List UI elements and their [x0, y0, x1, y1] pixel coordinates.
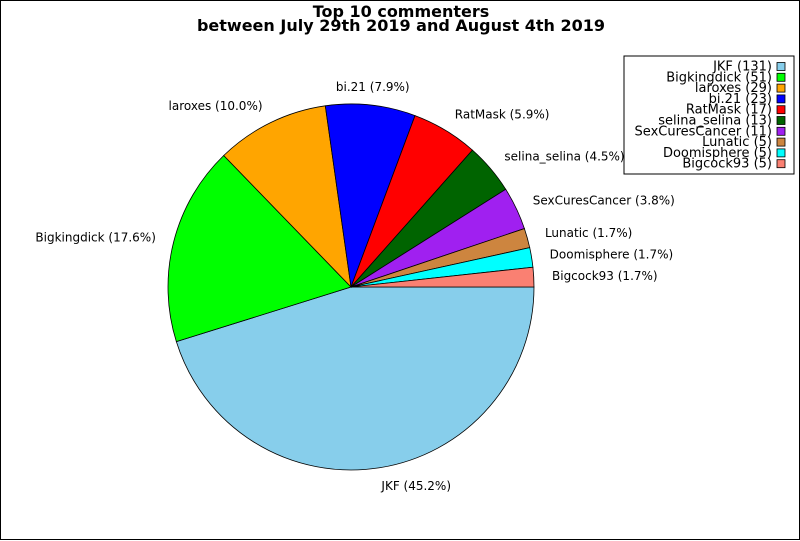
- legend-swatch-laroxes: [776, 83, 786, 93]
- slice-label-laroxes: laroxes (10.0%): [169, 99, 263, 113]
- legend-swatch-doomisphere: [776, 148, 786, 158]
- legend: JKF (131)Bigkingdick (51)laroxes (29)bi.…: [623, 55, 795, 175]
- legend-entry-laroxes: laroxes (29): [695, 81, 772, 96]
- slice-labels: JKF (45.2%) Bigkingdick (17.6%) laroxes (1…: [35, 80, 674, 493]
- legend-swatch-selina-selina: [776, 116, 786, 125]
- legend-entry-jkf: JKF (131): [712, 60, 772, 75]
- legend-swatch-sexcurescancer: [776, 126, 786, 136]
- legend-swatch-bigcock93: [776, 159, 786, 169]
- legend-entry-bigkingdick: Bigkingdick (51): [666, 70, 772, 85]
- legend-entry-selina-selina: selina_selina (13): [658, 114, 772, 129]
- legend-entry-doomisphere: Doomisphere (5): [663, 146, 772, 161]
- pie-slice-jkf: [175, 286, 535, 471]
- pie-slice-bigkingdick: [167, 154, 352, 343]
- slice-label-ratmask: RatMask (5.9%): [455, 108, 550, 122]
- legend-entry-bigcock93: Bigcock93 (5): [682, 157, 772, 172]
- chart-title-line-1: Top 10 commenters: [313, 2, 490, 21]
- legend-swatch-jkf: [776, 62, 786, 71]
- slice-label-bi-21: bi.21 (7.9%): [336, 80, 410, 94]
- pie-slice-bigcock93: [350, 266, 535, 288]
- slice-label-sexcurescancer: SexCuresCancer (3.8%): [533, 194, 675, 208]
- slice-label-selina-selina: selina_selina (4.5%): [504, 150, 624, 164]
- pie-slice-bi-21: [324, 103, 416, 288]
- legend-entry-lunatic: Lunatic (5): [702, 135, 772, 150]
- slice-label-doomisphere: Doomisphere (1.7%): [550, 247, 674, 261]
- legend-entry-ratmask: RatMask (17): [686, 103, 772, 118]
- pie-slice-laroxes: [223, 105, 352, 289]
- legend-swatch-bigkingdick: [776, 72, 786, 82]
- legend-entry-bi-21: bi.21 (23): [709, 92, 772, 107]
- legend-swatch-bi-21: [776, 94, 786, 104]
- legend-swatch-ratmask: [776, 105, 786, 115]
- pie-slices: [167, 103, 535, 471]
- legend-swatch-lunatic: [776, 137, 786, 147]
- slice-label-jkf: JKF (45.2%): [380, 479, 451, 493]
- legend-entry-sexcurescancer: SexCuresCancer (11): [635, 124, 772, 139]
- slice-label-bigkingdick: Bigkingdick (17.6%): [35, 230, 156, 244]
- legend-frame: [623, 55, 795, 175]
- slice-label-lunatic: Lunatic (1.7%): [545, 226, 632, 240]
- slice-label-bigcock93: Bigcock93 (1.7%): [552, 269, 658, 283]
- chart-title-line-2: between July 29th 2019 and August 4th 20…: [197, 16, 605, 35]
